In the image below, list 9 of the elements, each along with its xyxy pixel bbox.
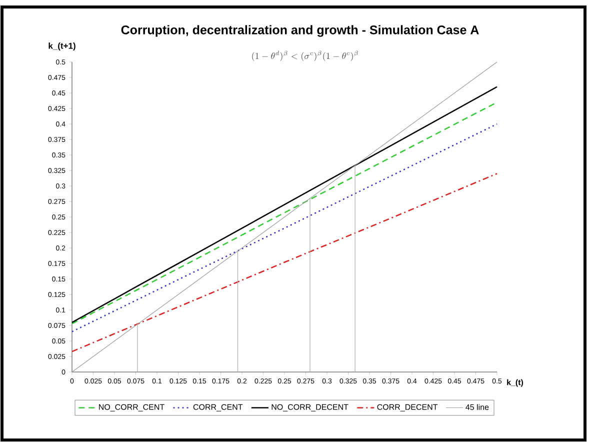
legend-label: CORR_DECENT	[377, 404, 438, 412]
legend-label: NO_CORR_DECENT	[272, 404, 348, 412]
chart-title: Corruption, decentralization and growth - Simulation Case A	[121, 25, 479, 37]
x-axis-title: k_(t)	[507, 379, 524, 387]
legend-label: CORR_CENT	[193, 404, 243, 412]
legend-label: 45 line	[466, 404, 489, 410]
y-axis-title: k_(t+1)	[48, 42, 76, 50]
legend-label: NO_CORR_CENT	[99, 404, 164, 412]
text: $(1-\theta^{d})^{\beta}<(\sigma^{c})^{\beta}(1-\theta^{c})^{\beta}$	[252, 50, 358, 62]
